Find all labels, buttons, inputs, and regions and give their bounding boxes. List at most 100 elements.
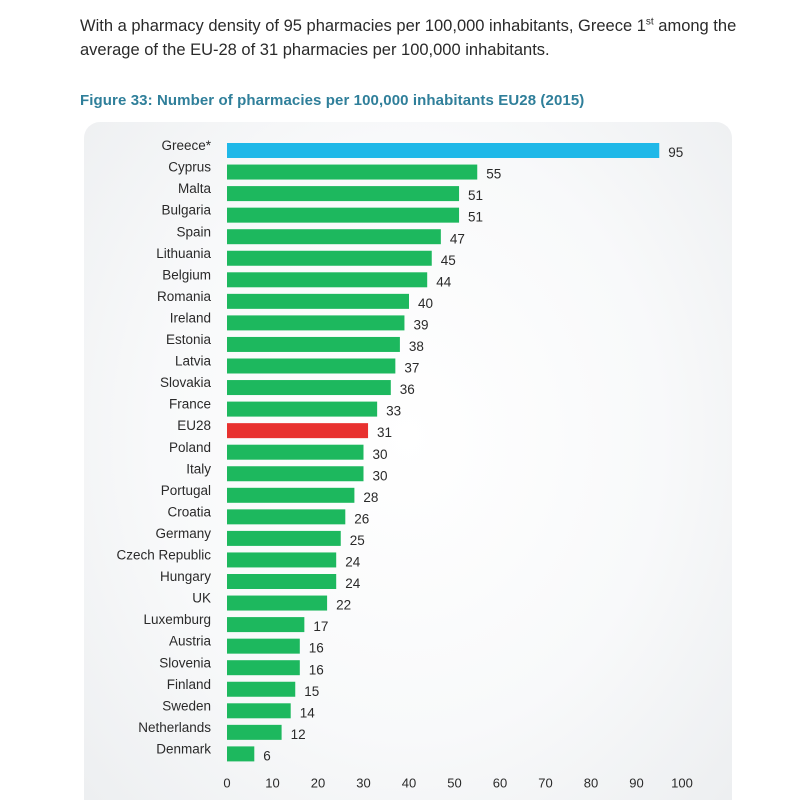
value-label-croatia: 26 xyxy=(354,511,369,526)
bar-estonia xyxy=(227,336,400,352)
category-label-germany: Germany xyxy=(155,526,211,541)
intro-text-start: With a pharmacy density of 95 pharmacies… xyxy=(80,17,646,35)
value-label-lithuania: 45 xyxy=(441,253,456,268)
value-label-spain: 47 xyxy=(450,231,465,246)
bar-greece xyxy=(227,143,660,158)
value-label-poland: 30 xyxy=(373,447,388,462)
category-label-austria: Austria xyxy=(169,634,212,649)
value-label-latvia: 37 xyxy=(404,361,419,376)
x-tick-label-0: 0 xyxy=(223,775,230,790)
value-label-greece: 95 xyxy=(668,145,683,160)
value-label-denmark: 6 xyxy=(263,748,271,763)
value-label-belgium: 44 xyxy=(436,274,452,289)
bar-ireland xyxy=(227,315,405,331)
category-label-slovenia: Slovenia xyxy=(159,655,211,670)
value-label-sweden: 14 xyxy=(300,705,316,720)
category-label-malta: Malta xyxy=(178,181,212,196)
x-tick-label-10: 10 xyxy=(265,775,279,790)
category-label-lithuania: Lithuania xyxy=(156,246,211,261)
bar-sweden xyxy=(227,703,291,719)
category-label-romania: Romania xyxy=(157,289,212,304)
value-label-slovakia: 36 xyxy=(400,382,415,397)
category-label-belgium: Belgium xyxy=(162,267,211,282)
category-label-portugal: Portugal xyxy=(161,483,211,498)
bar-croatia xyxy=(227,509,346,525)
intro-superscript: st xyxy=(645,16,654,28)
category-label-uk: UK xyxy=(192,591,211,606)
category-label-eu28: EU28 xyxy=(177,418,211,433)
category-label-bulgaria: Bulgaria xyxy=(161,203,211,218)
value-label-france: 33 xyxy=(386,404,401,419)
x-tick-label-90: 90 xyxy=(629,775,643,790)
value-label-luxemburg: 17 xyxy=(313,619,328,634)
bar-lithuania xyxy=(227,250,432,266)
value-label-hungary: 24 xyxy=(345,576,361,591)
value-label-cyprus: 55 xyxy=(486,167,501,182)
value-label-malta: 51 xyxy=(468,188,483,203)
value-label-austria: 16 xyxy=(309,641,324,656)
category-label-slovakia: Slovakia xyxy=(160,375,212,390)
bar-austria xyxy=(227,638,300,654)
category-label-denmark: Denmark xyxy=(156,741,211,756)
bar-belgium xyxy=(227,272,428,288)
category-label-latvia: Latvia xyxy=(175,354,212,369)
value-label-finland: 15 xyxy=(304,684,319,699)
bar-hungary xyxy=(227,574,337,589)
bar-slovenia xyxy=(227,660,300,676)
category-label-poland: Poland xyxy=(169,440,211,455)
bar-czech-republic xyxy=(227,552,337,568)
bar-uk xyxy=(227,595,328,611)
bar-malta xyxy=(227,186,460,202)
value-label-ireland: 39 xyxy=(413,317,428,332)
bar-romania xyxy=(227,293,409,309)
intro-paragraph: With a pharmacy density of 95 pharmacies… xyxy=(80,14,760,62)
x-tick-label-30: 30 xyxy=(356,775,370,790)
bar-slovakia xyxy=(227,380,391,396)
category-label-cyprus: Cyprus xyxy=(168,160,211,175)
value-label-netherlands: 12 xyxy=(291,727,306,742)
bar-portugal xyxy=(227,487,355,503)
x-tick-label-100: 100 xyxy=(671,775,693,790)
bar-germany xyxy=(227,530,341,546)
x-tick-label-50: 50 xyxy=(447,775,461,790)
category-label-croatia: Croatia xyxy=(167,504,211,519)
value-label-bulgaria: 51 xyxy=(468,210,483,225)
bar-latvia xyxy=(227,358,396,374)
category-label-hungary: Hungary xyxy=(160,569,211,584)
value-label-germany: 25 xyxy=(350,533,365,548)
category-label-luxemburg: Luxemburg xyxy=(143,612,211,627)
value-label-eu28: 31 xyxy=(377,425,392,440)
bar-netherlands xyxy=(227,724,282,740)
value-label-estonia: 38 xyxy=(409,339,424,354)
category-label-france: France xyxy=(169,397,211,412)
bar-bulgaria xyxy=(227,207,460,223)
x-tick-label-40: 40 xyxy=(402,775,416,790)
category-label-spain: Spain xyxy=(176,224,211,239)
x-tick-label-70: 70 xyxy=(538,775,552,790)
bar-spain xyxy=(227,229,441,245)
bar-italy xyxy=(227,466,364,482)
category-label-finland: Finland xyxy=(167,677,211,692)
category-label-sweden: Sweden xyxy=(162,698,211,713)
x-tick-label-80: 80 xyxy=(584,775,598,790)
value-label-uk: 22 xyxy=(336,598,351,613)
figure-title: Figure 33: Number of pharmacies per 100,… xyxy=(80,92,585,109)
category-label-ireland: Ireland xyxy=(170,310,211,325)
bar-eu28 xyxy=(227,423,369,439)
category-label-greece: Greece* xyxy=(161,138,211,153)
bar-finland xyxy=(227,681,296,697)
value-label-italy: 30 xyxy=(373,468,388,483)
x-tick-label-20: 20 xyxy=(311,775,325,790)
bar-poland xyxy=(227,444,364,460)
bar-denmark xyxy=(227,746,255,762)
category-label-estonia: Estonia xyxy=(166,332,212,347)
category-label-czech-republic: Czech Republic xyxy=(116,548,211,563)
value-label-czech-republic: 24 xyxy=(345,555,361,570)
value-label-portugal: 28 xyxy=(363,490,378,505)
bar-luxemburg xyxy=(227,617,305,633)
bar-france xyxy=(227,401,378,417)
x-tick-label-60: 60 xyxy=(493,775,507,790)
category-label-netherlands: Netherlands xyxy=(138,720,211,735)
